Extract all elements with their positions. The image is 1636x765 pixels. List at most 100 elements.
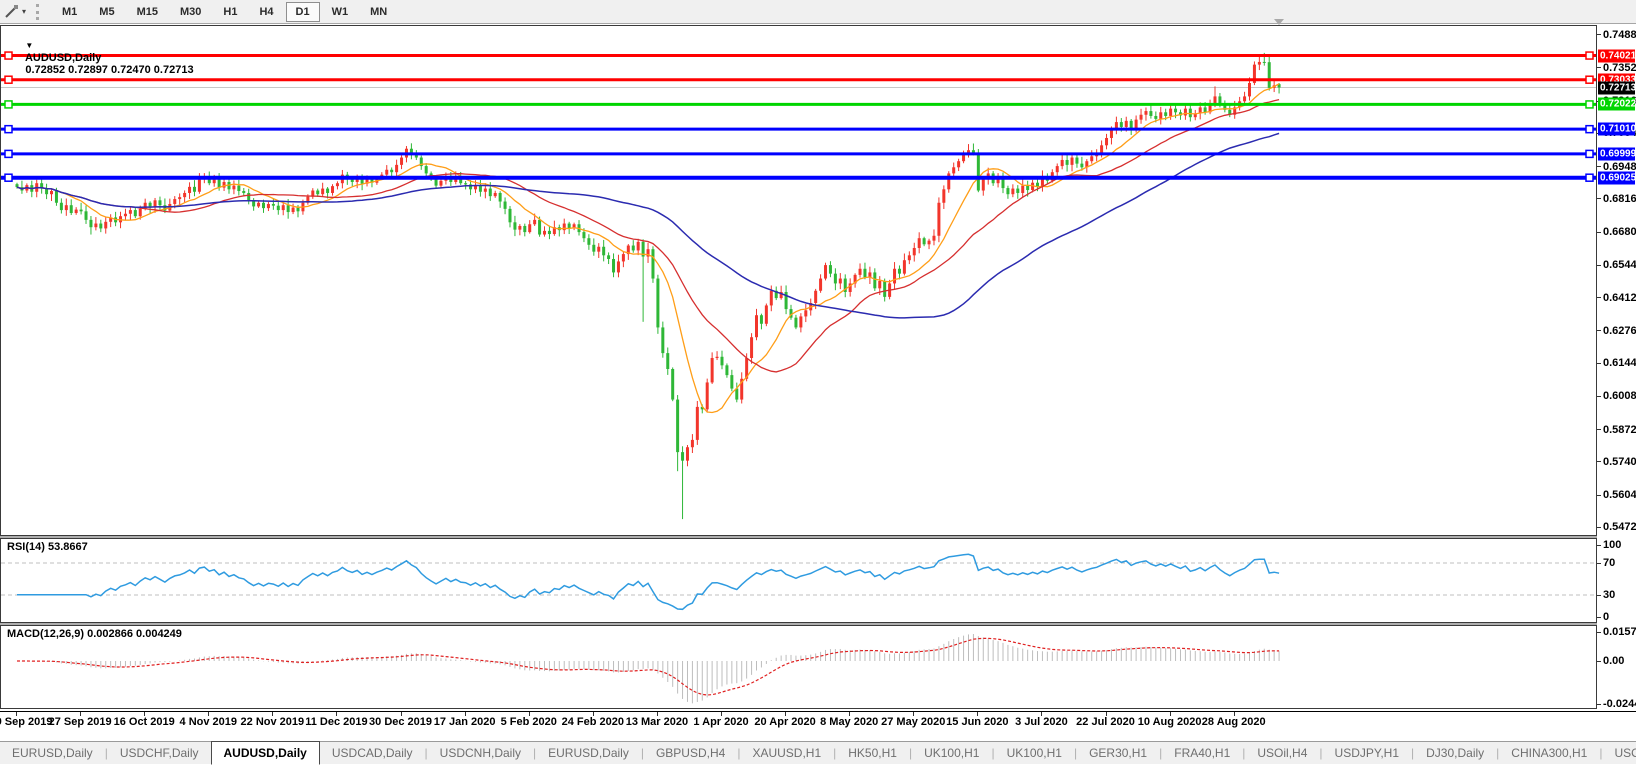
drawing-tool-button[interactable]: ▾ — [0, 0, 30, 23]
timeframe-button-m15[interactable]: M15 — [136, 5, 158, 18]
date-tick-mark — [1041, 712, 1043, 716]
tab-usoil-h4[interactable]: USOil,H4 — [1257, 746, 1308, 760]
macd-pane[interactable]: MACD(12,26,9) 0.002866 0.004249 — [0, 625, 1597, 709]
hline-handle[interactable] — [1585, 149, 1594, 159]
tab-china300-h1[interactable]: CHINA300,H1 — [1511, 746, 1588, 760]
tab-audusd-daily[interactable]: AUDUSD,Daily — [210, 741, 320, 765]
toolbar-grip-handle[interactable] — [36, 3, 43, 20]
timeframe-button-h1[interactable]: H1 — [223, 5, 238, 18]
hline-handle[interactable] — [4, 124, 13, 134]
tab-usdcad-daily[interactable]: USDCAD,Daily — [331, 746, 413, 760]
chart-shift-marker[interactable] — [1274, 19, 1285, 25]
tab-separator: | — [1159, 746, 1163, 760]
tab-eurusd-daily[interactable]: EURUSD,Daily — [12, 746, 93, 760]
timeframe-button-w1[interactable]: W1 — [331, 5, 349, 18]
tab-separator: | — [1319, 746, 1323, 760]
tab-fra40-h1[interactable]: FRA40,H1 — [1174, 746, 1231, 760]
tab-usdjpy-h1[interactable]: USDJPY,H1 — [1334, 746, 1400, 760]
hline-handle[interactable] — [1585, 75, 1594, 84]
timeframe-button-m1[interactable]: M1 — [62, 5, 78, 18]
chevron-down-icon[interactable]: ▾ — [22, 7, 27, 16]
macd-tick-label: -0.02441 — [1603, 698, 1636, 710]
hline-handle[interactable] — [4, 100, 13, 109]
hline-handle[interactable] — [4, 51, 13, 60]
date-label: 16 Oct 2019 — [113, 716, 175, 728]
hline-handle[interactable] — [4, 173, 13, 182]
tab-separator: | — [640, 746, 644, 760]
axis-tick-mark — [1597, 660, 1601, 662]
price-axis[interactable]: 0.748800.735200.721600.708400.694800.681… — [1597, 25, 1636, 711]
axis-tick-mark — [1597, 67, 1601, 69]
tab-separator: | — [1242, 746, 1246, 760]
tab-separator: | — [1073, 746, 1078, 760]
tab-eurusd-daily[interactable]: EURUSD,Daily — [548, 746, 629, 760]
hline-handle[interactable] — [1585, 51, 1594, 60]
timeframe-button-h4[interactable]: H4 — [259, 5, 274, 18]
hline-handle[interactable] — [1585, 100, 1594, 109]
date-label: 27 May 2020 — [881, 716, 946, 728]
candles — [15, 52, 1281, 520]
tab-uk100-h1[interactable]: UK100,H1 — [1006, 746, 1062, 760]
chart-title-symbol: AUDUSD,Daily — [24, 52, 102, 64]
axis-tick-mark — [1597, 198, 1601, 200]
date-label: 13 Mar 2020 — [625, 716, 689, 728]
date-label: 17 Jan 2020 — [433, 716, 496, 728]
tab-ger30-h1[interactable]: GER30,H1 — [1089, 746, 1148, 760]
date-axis[interactable]: 9 Sep 2019 27 Sep 2019 16 Oct 2019 4 Nov 20… — [0, 711, 1636, 741]
chart-tab-bar: EURUSD,Daily | USDCHF,Daily AUDUSD,Daily USD… — [0, 741, 1636, 765]
timeframe-button-group: M1 M5 M15 M30 H1 H4 D1 W1 MN — [51, 1, 398, 22]
date-label: 10 Aug 2020 — [1137, 716, 1202, 728]
axis-tick-mark — [1597, 562, 1601, 564]
axis-tick-mark — [1597, 594, 1601, 596]
axis-tick-mark — [1597, 631, 1601, 633]
price-line-badge: 0.69999 — [1598, 147, 1636, 161]
hline-handle[interactable] — [4, 149, 13, 159]
axis-tick-mark — [1597, 526, 1601, 528]
tab-uk100-h1[interactable]: UK100,H1 — [924, 746, 980, 760]
hline-handle[interactable] — [1585, 173, 1594, 182]
tab-xauusd-h1[interactable]: XAUUSD,H1 — [752, 746, 822, 760]
tab-gbpusd-h4[interactable]: GBPUSD,H4 — [655, 746, 726, 760]
rsi-pane[interactable]: RSI(14) 53.8667 — [0, 538, 1597, 623]
main-price-pane[interactable]: ▼ AUDUSD,Daily 0.72852 0.72897 0.72470 0… — [0, 19, 1597, 536]
ma-25-line — [16, 98, 1280, 373]
ma-60-line — [16, 132, 1280, 319]
timeframe-button-m5[interactable]: M5 — [99, 5, 115, 18]
axis-tick-mark — [1597, 544, 1601, 546]
timeframe-button-m30[interactable]: M30 — [179, 5, 202, 18]
chart-dropdown-icon[interactable]: ▼ — [25, 41, 34, 50]
tab-separator: | — [424, 746, 428, 760]
rsi-tick-label: 70 — [1603, 557, 1616, 569]
tab-usoil-h1[interactable]: USOil,H1 — [1614, 746, 1636, 760]
tab-hk50-h1[interactable]: HK50,H1 — [848, 746, 897, 760]
hline-handle[interactable] — [1585, 124, 1594, 134]
macd-values: 0.002866 0.004249 — [87, 628, 182, 640]
axis-tick-mark — [1597, 461, 1601, 463]
tab-usdcnh-daily[interactable]: USDCNH,Daily — [439, 746, 522, 760]
date-tick-mark — [16, 712, 17, 716]
hline-handle[interactable] — [4, 75, 13, 84]
candlestick-chart — [1, 51, 1596, 520]
tab-dj30-daily[interactable]: DJ30,Daily — [1426, 746, 1485, 760]
date-tick-mark — [208, 712, 210, 716]
timeframe-button-d1[interactable]: D1 — [285, 1, 320, 22]
tab-usdchf-daily[interactable]: USDCHF,Daily — [119, 746, 199, 760]
date-label: 11 Dec 2019 — [305, 716, 368, 728]
date-tick-mark — [849, 712, 851, 716]
axis-tick-mark — [1597, 231, 1601, 233]
axis-tick-mark — [1597, 264, 1601, 266]
chart-window: ▼ AUDUSD,Daily 0.72852 0.72897 0.72470 0… — [0, 19, 1636, 765]
timeframe-button-mn[interactable]: MN — [370, 5, 388, 18]
date-label: 3 Jul 2020 — [1015, 716, 1068, 728]
date-label: 22 Nov 2019 — [240, 716, 305, 728]
date-tick-mark — [592, 712, 594, 716]
rsi-value: 53.8667 — [47, 541, 88, 553]
